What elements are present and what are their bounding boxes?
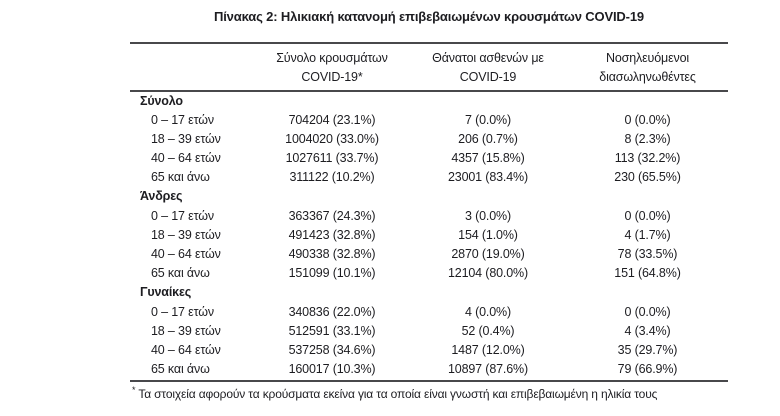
column-header-intubated-line2: διασωληνωθέντες bbox=[599, 70, 696, 84]
intubated-cell: 113 (32.2%) bbox=[614, 151, 681, 166]
row-label: 0 – 17 ετών bbox=[151, 112, 214, 127]
column-header-intubated: Νοσηλευόμενοι διασωληνωθέντες bbox=[567, 49, 728, 87]
table-footnote: * Τα στοιχεία αφορούν τα κρούσματα εκείν… bbox=[130, 382, 728, 401]
column-header-deaths-line1: Θάνατοι ασθενών με bbox=[432, 51, 544, 65]
table-mid-rule bbox=[130, 90, 728, 92]
deaths-cell: 154 (1.0%) bbox=[458, 227, 518, 242]
section-header-total: Σύνολο bbox=[140, 93, 183, 108]
row-label: 0 – 17 ετών bbox=[151, 304, 214, 319]
row-label: 18 – 39 ετών bbox=[151, 227, 221, 242]
deaths-cell: 2870 (19.0%) bbox=[451, 247, 525, 261]
deaths-cell: 4 (0.0%) bbox=[464, 304, 512, 319]
cases-cell: 512591 (33.1%) bbox=[288, 323, 376, 338]
table-row: 0 – 17 ετών 340836 (22.0%) 4 (0.0%) 0 (0… bbox=[130, 303, 728, 322]
intubated-cell: 35 (29.7%) bbox=[617, 342, 678, 357]
deaths-cell: 206 (0.7%) bbox=[458, 131, 518, 146]
deaths-cell: 7 (0.0%) bbox=[464, 112, 512, 127]
table-row: 65 και άνω 160017 (10.3%) 10897 (87.6%) … bbox=[130, 360, 728, 379]
cases-cell: 363367 (24.3%) bbox=[288, 208, 376, 223]
intubated-cell: 230 (65.5%) bbox=[614, 170, 681, 185]
intubated-cell: 8 (2.3%) bbox=[624, 131, 671, 146]
cases-cell: 160017 (10.3%) bbox=[288, 362, 376, 377]
row-label: 40 – 64 ετών bbox=[151, 247, 221, 261]
intubated-cell: 0 (0.0%) bbox=[624, 208, 671, 223]
table-row: 40 – 64 ετών 1027611 (33.7%) 4357 (15.8%… bbox=[130, 149, 728, 168]
row-label: 0 – 17 ετών bbox=[151, 208, 214, 223]
deaths-cell: 12104 (80.0%) bbox=[447, 266, 529, 281]
table-row: 18 – 39 ετών 512591 (33.1%) 52 (0.4%) 4 … bbox=[130, 322, 728, 341]
table-top-rule bbox=[130, 42, 728, 44]
column-header-cases: Σύνολο κρουσμάτων COVID-19* bbox=[255, 49, 409, 87]
row-label: 18 – 39 ετών bbox=[151, 323, 221, 338]
cases-cell: 1027611 (33.7%) bbox=[285, 151, 379, 166]
table-header-row: Σύνολο κρουσμάτων COVID-19* Θάνατοι ασθε… bbox=[130, 44, 728, 90]
intubated-cell: 79 (66.9%) bbox=[617, 362, 678, 377]
table-caption: Πίνακας 2: Ηλικιακή κατανομή επιβεβαιωμέ… bbox=[213, 9, 645, 24]
deaths-cell: 3 (0.0%) bbox=[464, 208, 512, 223]
table-row: 65 και άνω 311122 (10.2%) 23001 (83.4%) … bbox=[130, 168, 728, 187]
table-row: 40 – 64 ετών 490338 (32.8%) 2870 (19.0%)… bbox=[130, 245, 728, 264]
table-body: Σύνολο 0 – 17 ετών 704204 (23.1%) 7 (0.0… bbox=[130, 92, 728, 380]
column-header-intubated-line1: Νοσηλευόμενοι bbox=[605, 51, 690, 65]
deaths-cell: 4357 (15.8%) bbox=[451, 151, 525, 166]
footnote-text: Τα στοιχεία αφορούν τα κρούσματα εκείνα … bbox=[138, 386, 658, 401]
deaths-cell: 23001 (83.4%) bbox=[447, 170, 529, 185]
cases-cell: 151099 (10.1%) bbox=[288, 266, 376, 281]
cases-cell: 311122 (10.2%) bbox=[289, 170, 375, 185]
footnote-marker: * bbox=[132, 384, 136, 395]
intubated-cell: 0 (0.0%) bbox=[624, 304, 671, 319]
row-label: 65 και άνω bbox=[151, 362, 210, 377]
section-header-women: Γυναίκες bbox=[140, 285, 192, 300]
row-label: 18 – 39 ετών bbox=[151, 131, 221, 146]
document-page: Πίνακας 2: Ηλικιακή κατανομή επιβεβαιωμέ… bbox=[130, 0, 728, 401]
deaths-cell: 10897 (87.6%) bbox=[447, 362, 529, 377]
table-row: 0 – 17 ετών 363367 (24.3%) 3 (0.0%) 0 (0… bbox=[130, 207, 728, 226]
intubated-cell: 4 (1.7%) bbox=[624, 227, 671, 242]
cases-cell: 340836 (22.0%) bbox=[288, 304, 376, 319]
table-row: 65 και άνω 151099 (10.1%) 12104 (80.0%) … bbox=[130, 264, 728, 283]
row-label: 65 και άνω bbox=[151, 266, 210, 281]
column-header-deaths-line2: COVID-19 bbox=[459, 70, 517, 84]
column-header-cases-line2: COVID-19* bbox=[301, 70, 363, 84]
column-header-deaths: Θάνατοι ασθενών με COVID-19 bbox=[409, 49, 567, 87]
intubated-cell: 78 (33.5%) bbox=[617, 247, 678, 261]
cases-cell: 490338 (32.8%) bbox=[288, 247, 376, 261]
intubated-cell: 4 (3.4%) bbox=[624, 323, 671, 338]
table-row: 0 – 17 ετών 704204 (23.1%) 7 (0.0%) 0 (0… bbox=[130, 111, 728, 130]
table-row: 18 – 39 ετών 491423 (32.8%) 154 (1.0%) 4… bbox=[130, 226, 728, 245]
deaths-cell: 1487 (12.0%) bbox=[451, 342, 525, 357]
cases-cell: 704204 (23.1%) bbox=[288, 112, 376, 127]
row-label: 40 – 64 ετών bbox=[151, 342, 221, 357]
row-label: 40 – 64 ετών bbox=[151, 151, 221, 166]
cases-cell: 537258 (34.6%) bbox=[288, 342, 376, 357]
row-label: 65 και άνω bbox=[151, 170, 210, 185]
section-header-men: Άνδρες bbox=[140, 189, 183, 204]
cases-cell: 1004020 (33.0%) bbox=[285, 131, 379, 146]
deaths-cell: 52 (0.4%) bbox=[461, 323, 515, 338]
cases-cell: 491423 (32.8%) bbox=[288, 227, 376, 242]
intubated-cell: 0 (0.0%) bbox=[624, 112, 671, 127]
table-row: 18 – 39 ετών 1004020 (33.0%) 206 (0.7%) … bbox=[130, 130, 728, 149]
table-bottom-rule bbox=[130, 379, 728, 382]
column-header-cases-line1: Σύνολο κρουσμάτων bbox=[276, 51, 388, 65]
intubated-cell: 151 (64.8%) bbox=[614, 266, 681, 281]
table-row: 40 – 64 ετών 537258 (34.6%) 1487 (12.0%)… bbox=[130, 341, 728, 360]
